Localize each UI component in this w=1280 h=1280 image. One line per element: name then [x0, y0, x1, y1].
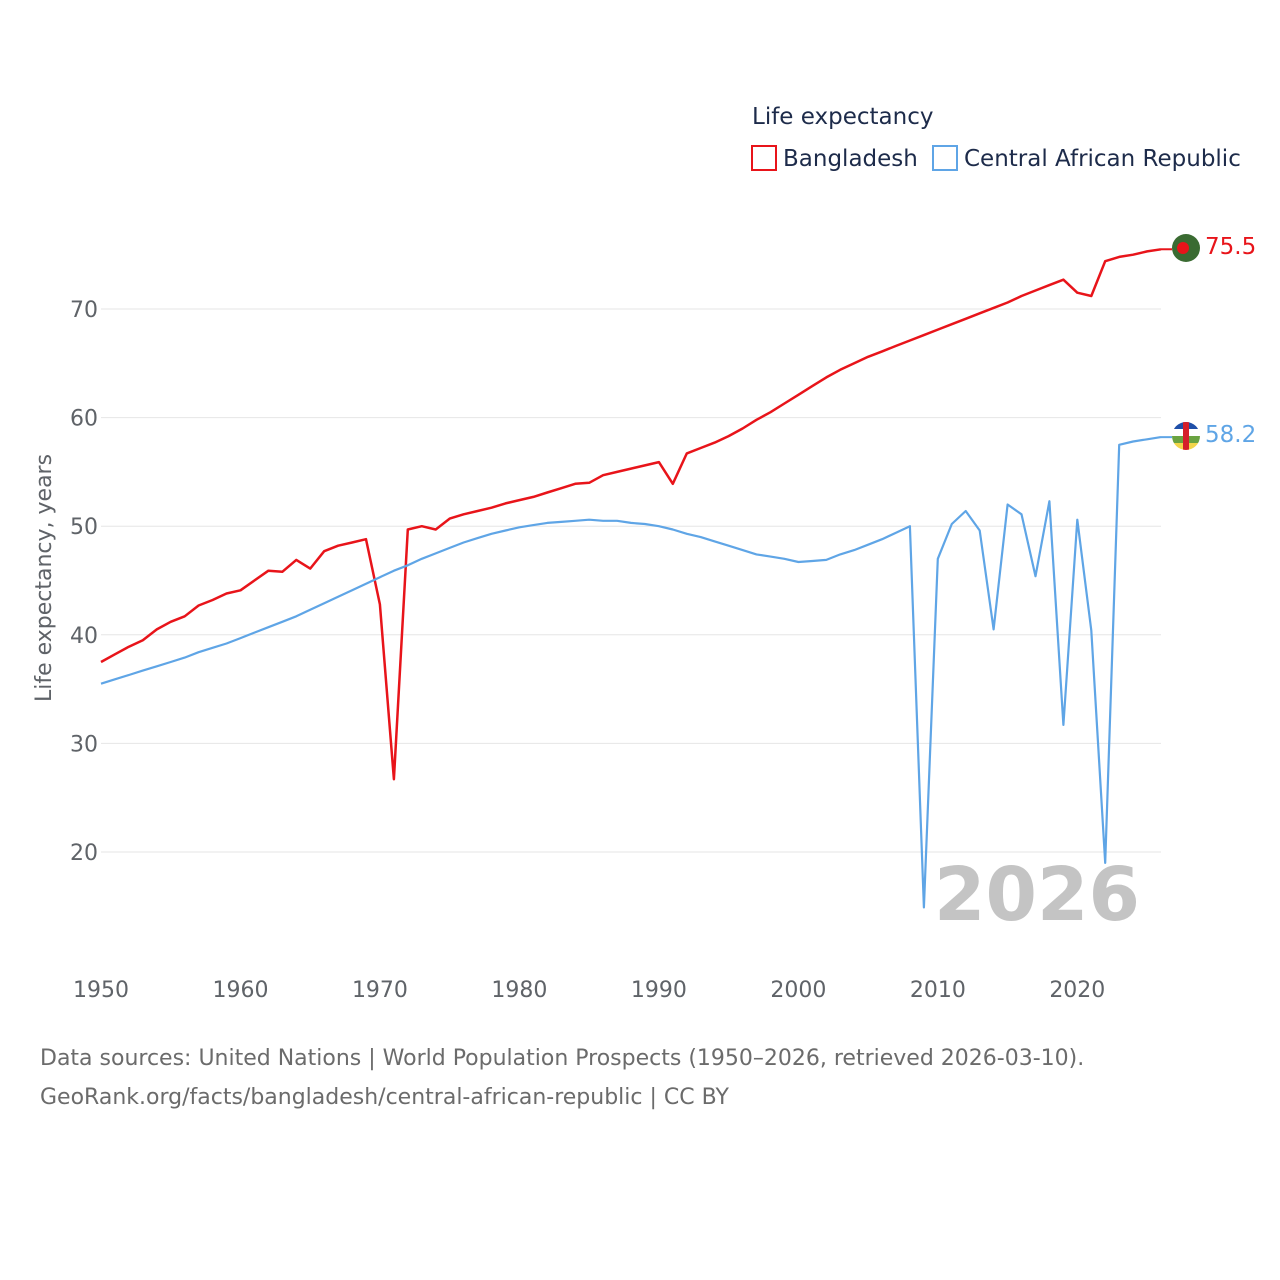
x-tick-label: 1990 [631, 978, 687, 1003]
series-lines [100, 248, 1172, 909]
legend-swatch-central-african-republic[interactable] [932, 145, 958, 171]
x-tick-label: 1970 [352, 978, 408, 1003]
y-axis-label: Life expectancy, years [32, 454, 57, 702]
x-tick-label: 2000 [770, 978, 826, 1003]
current-year-label: 2026 [934, 852, 1140, 938]
end-value-bangladesh: 75.5 [1205, 234, 1256, 260]
gridlines [101, 308, 1161, 853]
y-tick-label: 30 [70, 732, 98, 757]
y-tick-label: 60 [70, 407, 98, 432]
series-line-central-african-republic[interactable] [100, 436, 1162, 909]
series-line-bangladesh[interactable] [100, 248, 1162, 781]
legend-label-central-african-republic[interactable]: Central African Republic [964, 146, 1241, 172]
legend-swatch-bangladesh[interactable] [751, 145, 777, 171]
y-tick-label: 70 [70, 298, 98, 323]
x-tick-label: 1980 [491, 978, 547, 1003]
footer-sources: Data sources: United Nations | World Pop… [40, 1046, 1085, 1071]
footer-link[interactable]: GeoRank.org/facts/bangladesh/central-afr… [40, 1085, 729, 1110]
legend: Life expectancy Bangladesh Central Afric… [751, 104, 1241, 172]
bangladesh-flag-icon [1172, 234, 1200, 262]
x-tick-label: 1950 [73, 978, 129, 1003]
x-tick-label: 2020 [1049, 978, 1105, 1003]
y-axis-ticks: 20 30 40 50 60 70 [70, 298, 98, 866]
x-tick-label: 2010 [910, 978, 966, 1003]
x-axis-ticks: 1950 1960 1970 1980 1990 2000 2010 2020 [73, 978, 1105, 1003]
x-tick-label: 1960 [212, 978, 268, 1003]
legend-title: Life expectancy [752, 104, 933, 130]
legend-label-bangladesh[interactable]: Bangladesh [783, 146, 918, 172]
central-african-republic-flag-icon [1172, 422, 1200, 450]
y-tick-label: 20 [70, 841, 98, 866]
end-value-central-african-republic: 58.2 [1205, 422, 1256, 448]
y-tick-label: 40 [70, 624, 98, 649]
y-tick-label: 50 [70, 515, 98, 540]
